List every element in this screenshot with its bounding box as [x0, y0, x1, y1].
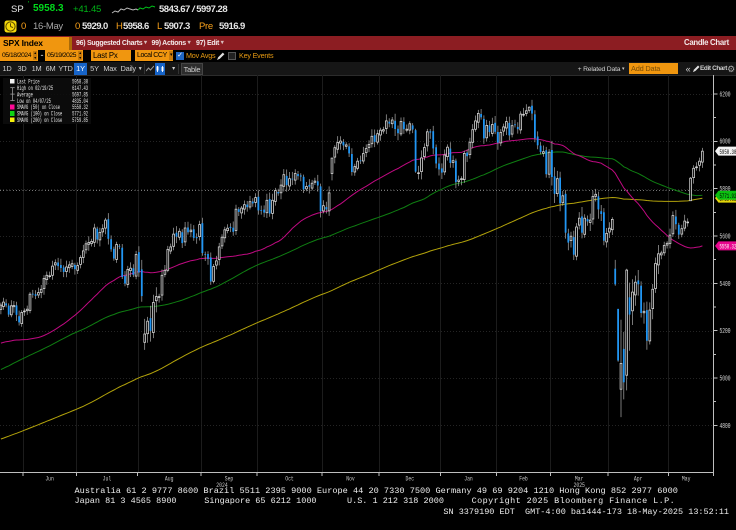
svg-text:May: May	[682, 475, 691, 483]
svg-text:Low on 04/07/25: Low on 04/07/25	[17, 98, 51, 105]
svg-text:5200: 5200	[720, 327, 731, 335]
svg-text:2024: 2024	[216, 481, 228, 489]
svg-text:5000: 5000	[720, 374, 731, 382]
svg-text:5771.92: 5771.92	[72, 111, 88, 118]
svg-text:5600: 5600	[720, 232, 731, 240]
svg-text:Dec: Dec	[406, 475, 415, 483]
svg-text:Aug: Aug	[165, 475, 174, 483]
svg-text:6000: 6000	[720, 138, 731, 146]
svg-text:SMAVG (100) on Close: SMAVG (100) on Close	[17, 111, 62, 118]
svg-text:5958.38: 5958.38	[72, 79, 88, 86]
svg-text:6147.43: 6147.43	[72, 85, 88, 92]
svg-text:4800: 4800	[720, 422, 731, 430]
svg-text:5800: 5800	[720, 185, 731, 193]
svg-text:5400: 5400	[720, 280, 731, 288]
svg-text:SMAVG (50) on Close: SMAVG (50) on Close	[17, 104, 60, 111]
svg-text:Sep: Sep	[225, 475, 234, 483]
svg-text:6200: 6200	[720, 90, 731, 98]
svg-text:2025: 2025	[573, 481, 585, 489]
svg-text:Jul: Jul	[103, 475, 112, 483]
svg-text:Jun: Jun	[45, 475, 54, 483]
svg-text:5558.32: 5558.32	[72, 104, 88, 111]
svg-text:4835.04: 4835.04	[72, 98, 88, 105]
svg-text:Oct: Oct	[285, 475, 294, 483]
svg-text:Average: Average	[17, 92, 33, 99]
svg-text:Mar: Mar	[575, 475, 584, 483]
svg-text:5771.92: 5771.92	[720, 193, 736, 200]
svg-text:5958.38: 5958.38	[720, 149, 736, 156]
svg-text:Apr: Apr	[634, 475, 643, 483]
svg-text:Last Price: Last Price	[17, 79, 40, 86]
svg-text:Nov: Nov	[346, 475, 355, 483]
svg-text:Feb: Feb	[519, 475, 528, 483]
svg-text:5558.32: 5558.32	[720, 244, 736, 251]
svg-text:SMAVG (200) on Close: SMAVG (200) on Close	[17, 117, 62, 124]
svg-text:Jan: Jan	[464, 475, 473, 483]
svg-text:High on 02/19/25: High on 02/19/25	[17, 85, 53, 92]
svg-text:5697.85: 5697.85	[72, 92, 88, 99]
svg-text:5759.85: 5759.85	[72, 117, 88, 124]
